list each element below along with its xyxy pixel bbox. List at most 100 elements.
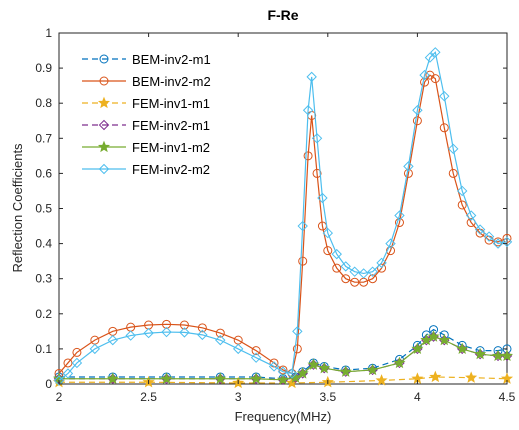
- data-point: [386, 246, 396, 256]
- y-tick-label: 0.1: [35, 342, 52, 356]
- data-point: [125, 330, 136, 341]
- data-point: [89, 343, 101, 355]
- data-point: [430, 74, 440, 84]
- legend-label: FEM-inv2-m1: [132, 118, 210, 133]
- y-tick-label: 1: [45, 26, 52, 40]
- data-point: [289, 371, 302, 383]
- data-point: [375, 374, 388, 386]
- data-point: [394, 210, 405, 221]
- legend-label: BEM-inv2-m2: [132, 74, 211, 89]
- data-point: [393, 356, 406, 369]
- data-point: [427, 330, 440, 342]
- data-point: [474, 224, 486, 235]
- data-point: [500, 349, 514, 362]
- data-point: [368, 274, 378, 284]
- data-point: [197, 323, 207, 333]
- y-axis-label: Reflection Coefficients: [10, 143, 25, 273]
- legend-entry: FEM-inv2-m1: [82, 118, 210, 133]
- data-point: [317, 192, 328, 204]
- legend-entry: FEM-inv1-m2: [82, 140, 210, 155]
- x-tick-label: 4: [414, 390, 421, 404]
- data-point: [143, 327, 154, 339]
- legend-label: FEM-inv1-m1: [132, 96, 210, 111]
- series-line: [58, 51, 508, 381]
- data-point: [323, 246, 333, 256]
- data-point: [501, 236, 513, 248]
- data-point: [349, 266, 360, 277]
- y-tick-label: 0.5: [35, 202, 52, 216]
- data-point: [107, 334, 118, 346]
- data-point: [312, 168, 322, 178]
- y-tick-label: 0.6: [35, 166, 52, 180]
- data-point: [53, 375, 65, 386]
- data-point: [412, 116, 422, 126]
- series-FEM-inv2-m2: [53, 47, 513, 386]
- data-point: [456, 342, 469, 355]
- legend-label: FEM-inv1-m2: [132, 140, 210, 155]
- y-tick-label: 0.2: [35, 307, 52, 321]
- data-point: [424, 52, 436, 63]
- data-point: [411, 342, 424, 355]
- data-point: [303, 151, 313, 161]
- data-point: [311, 133, 323, 144]
- data-point: [72, 347, 82, 357]
- x-tick-label: 4.5: [499, 390, 516, 404]
- legend-entry: FEM-inv2-m2: [82, 162, 210, 177]
- series-layer: [52, 47, 514, 389]
- data-point: [215, 328, 225, 338]
- data-point: [465, 371, 478, 383]
- y-tick-label: 0.7: [35, 131, 52, 145]
- data-point: [341, 274, 351, 284]
- legend-marker: [98, 163, 110, 175]
- series-FEM-inv1-m2: [52, 330, 514, 385]
- data-point: [430, 47, 441, 58]
- y-tick-label: 0.8: [35, 96, 52, 110]
- data-point: [420, 333, 433, 346]
- data-point: [340, 261, 351, 272]
- data-point: [232, 343, 244, 355]
- data-point: [322, 227, 334, 239]
- x-tick-label: 2.5: [140, 390, 157, 404]
- y-tick-label: 0.4: [35, 237, 52, 251]
- data-point: [297, 220, 308, 232]
- data-point: [331, 248, 342, 260]
- x-axis-label: Frequency(MHz): [235, 409, 332, 424]
- legend-entry: BEM-inv2-m2: [82, 74, 211, 89]
- data-point: [106, 372, 119, 384]
- data-point: [298, 256, 308, 266]
- legend-entry: FEM-inv1-m1: [82, 96, 210, 111]
- series-line: [58, 74, 508, 375]
- data-point: [456, 185, 468, 197]
- legend-marker: [98, 119, 110, 131]
- plot-area: [58, 32, 508, 385]
- data-point: [483, 231, 495, 242]
- data-point: [251, 346, 261, 356]
- data-point: [332, 263, 342, 273]
- data-point: [307, 358, 320, 370]
- data-point: [286, 368, 298, 379]
- y-tick-label: 0.9: [35, 61, 52, 75]
- legend-marker: [99, 54, 109, 64]
- chart-title: F-Re: [267, 7, 298, 23]
- y-tick-label: 0.3: [35, 272, 52, 286]
- data-point: [358, 268, 369, 279]
- data-point: [367, 266, 378, 277]
- data-point: [161, 326, 172, 338]
- data-point: [179, 327, 190, 338]
- data-point: [420, 77, 430, 87]
- data-point: [250, 372, 263, 384]
- legend-label: BEM-inv2-m1: [132, 52, 211, 67]
- data-point: [292, 344, 302, 354]
- data-point: [350, 277, 360, 287]
- data-point: [474, 347, 487, 360]
- data-point: [465, 210, 477, 221]
- data-point: [457, 200, 467, 210]
- x-tick-label: 2: [56, 390, 63, 404]
- data-point: [277, 366, 289, 377]
- data-point: [339, 365, 352, 377]
- data-point: [179, 320, 189, 330]
- data-point: [268, 361, 280, 372]
- data-point: [366, 363, 379, 376]
- legend-marker: [97, 96, 111, 109]
